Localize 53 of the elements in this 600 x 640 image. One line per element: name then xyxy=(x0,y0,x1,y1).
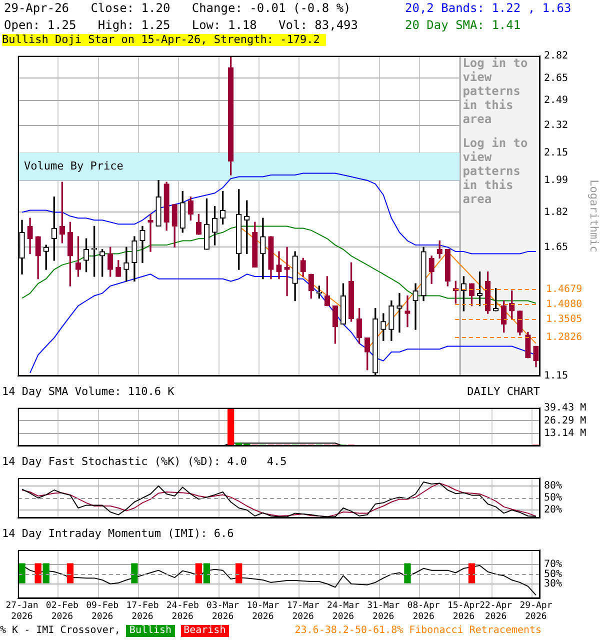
x-tick-label: 27-Jan 2026 xyxy=(6,601,38,622)
y-tick-label: 80% xyxy=(544,480,562,492)
y-tick-label: 50% xyxy=(544,492,562,504)
x-tick-label: 17-Mar 2026 xyxy=(286,601,320,622)
y-tick-label: 2.82 xyxy=(544,50,568,62)
text: Bullish xyxy=(126,625,175,637)
y-tick-label: 70% xyxy=(544,559,562,570)
y-tick-label: 26.29 M xyxy=(544,415,586,426)
x-tick-label: 15-Apr 2026 xyxy=(447,601,481,622)
text: 20 Day SMA: 1.41 xyxy=(405,17,521,34)
annotation: Log in to view patterns in this area xyxy=(462,56,528,126)
x-tick-label: 10-Mar 2026 xyxy=(246,601,280,622)
text: 20,2 Bands: 1.22 , 1.63 xyxy=(405,0,572,17)
band-label: Volume By Price xyxy=(24,159,124,172)
x-tick-label: 08-Apr 2026 xyxy=(407,601,440,622)
y-tick-label: 30% xyxy=(544,578,562,590)
ref-line-label: 1.4679 xyxy=(546,284,582,296)
y-tick-label: 2.49 xyxy=(544,94,568,106)
y-tick-label: 39.43 M xyxy=(544,402,586,414)
text: Open: 1.25 High: 1.25 Low: 1.18 Vol: 83,493 xyxy=(4,17,358,34)
text: DAILY CHART xyxy=(467,385,540,398)
annotation: Log in to view patterns in this area xyxy=(462,136,528,206)
x-tick-label: 03-Mar 2026 xyxy=(206,601,240,622)
y-tick-label: 13.14 M xyxy=(544,428,586,439)
text: 23.6-38.2-50-61.8% Fibonacci Retracements xyxy=(294,624,542,638)
x-tick-label: 09-Feb 2026 xyxy=(86,601,119,622)
y-tick-label: 2.65 xyxy=(544,72,568,84)
y-tick-label: 1.65 xyxy=(544,242,568,253)
y-tick-label: 2.15 xyxy=(544,147,568,158)
x-tick-label: 22-Apr 2026 xyxy=(480,601,513,622)
text: Bearish xyxy=(180,625,229,637)
y-tick-label: 20% xyxy=(544,504,562,516)
y-axis-title: Logarithmic xyxy=(588,180,600,252)
ref-line-label: 1.3505 xyxy=(546,314,582,326)
x-tick-label: 29-Apr 2026 xyxy=(520,601,553,622)
ref-line-label: 1.2826 xyxy=(546,332,582,344)
x-tick-label: 24-Mar 2026 xyxy=(326,601,360,622)
x-tick-label: 17-Feb 2026 xyxy=(126,601,159,622)
y-tick-label: 1.82 xyxy=(544,206,568,218)
y-tick-label: 1.15 xyxy=(544,370,568,382)
chart-title: 14 Day Fast Stochastic (%K) (%D): 4.0 4.5 xyxy=(2,455,287,468)
y-tick-label: 2.32 xyxy=(544,120,568,132)
legend-title: % K - IMI Crossover, xyxy=(0,624,120,638)
chart-title: 14 Day Intraday Momentum (IMI): 6.6 xyxy=(2,527,234,540)
x-tick-label: 24-Feb 2026 xyxy=(166,601,199,622)
y-tick-label: 50% xyxy=(544,568,562,580)
y-tick-label: 1.99 xyxy=(544,174,568,186)
chart-title: Bullish Doji Star on 15-Apr-26, Strength: -179.2 xyxy=(2,33,326,46)
x-tick-label: 02-Feb 2026 xyxy=(46,601,78,622)
x-tick-label: 31-Mar 2026 xyxy=(367,601,400,622)
ref-line-label: 1.4080 xyxy=(546,299,582,310)
text: 29-Apr-26 Close: 1.20 Change: -0.01 (-0.8 %) xyxy=(4,0,351,17)
chart-title: 14 Day SMA Volume: 110.6 K xyxy=(2,385,174,398)
